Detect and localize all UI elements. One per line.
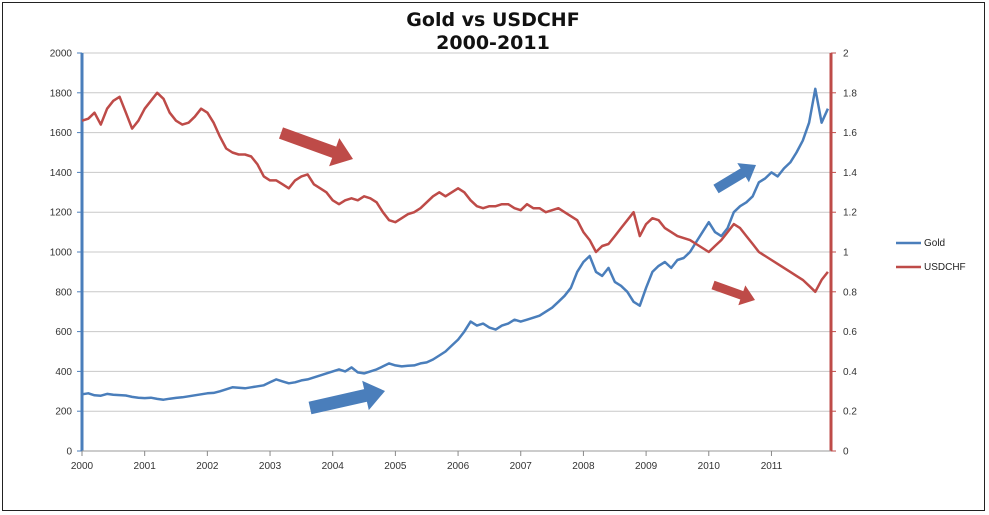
y-right-tick-label: 1.2 xyxy=(843,208,857,219)
y-left-tick-label: 1200 xyxy=(50,208,73,219)
x-tick-label: 2011 xyxy=(761,461,783,472)
y-right-tick-label: 0.8 xyxy=(843,287,857,298)
series-line-gold xyxy=(81,87,830,401)
x-tick-label: 2010 xyxy=(698,461,721,472)
x-tick-label: 2007 xyxy=(510,461,533,472)
y-right-tick-label: 1.8 xyxy=(843,88,857,99)
series-line-usdchf xyxy=(81,91,829,294)
x-tick-label: 2000 xyxy=(71,461,94,472)
y-left-tick-label: 1000 xyxy=(50,248,73,259)
up-arrow-gold-right xyxy=(713,163,756,194)
y-left-tick-label: 1600 xyxy=(50,128,73,139)
x-tick-label: 2005 xyxy=(384,461,407,472)
x-tick-label: 2004 xyxy=(322,461,345,472)
y-right-tick-label: 1 xyxy=(843,248,849,259)
legend-label-usdchf: USDCHF xyxy=(924,262,966,273)
down-arrow-usdchf-right xyxy=(711,280,755,306)
y-left-tick-label: 400 xyxy=(55,367,72,378)
legend-label-gold: Gold xyxy=(924,238,945,249)
y-right-tick-label: 1.6 xyxy=(843,128,857,139)
axes: 0 200 400 600 800 1000 1200 1400 1600 1800 2000 0 0.… xyxy=(50,49,858,473)
y-left-tick-label: 600 xyxy=(55,327,72,338)
y-right-tick-label: 0 xyxy=(843,447,849,458)
y-right-tick-label: 0.6 xyxy=(843,327,857,338)
chart-canvas: Gold vs USDCHF 2000-2011 020040060080010… xyxy=(50,9,966,473)
chart-title: Gold vs USDCHF xyxy=(406,9,579,31)
y-left-tick-label: 1800 xyxy=(50,88,73,99)
y-left-tick-label: 1400 xyxy=(50,168,73,179)
y-right-tick-label: 2 xyxy=(843,49,849,60)
x-tick-label: 2008 xyxy=(572,461,595,472)
x-tick-label: 2003 xyxy=(259,461,282,472)
y-left-tick-label: 2000 xyxy=(50,49,73,60)
y-right-tick-label: 0.4 xyxy=(843,367,857,378)
series-lines xyxy=(81,87,830,401)
y-left-tick-label: 200 xyxy=(55,407,72,418)
down-arrow-usdchf-left xyxy=(279,127,353,167)
y-right-tick-label: 1.4 xyxy=(843,168,857,179)
x-tick-label: 2006 xyxy=(447,461,470,472)
gridlines xyxy=(82,52,831,412)
chart-subtitle: 2000-2011 xyxy=(436,32,550,54)
x-tick-label: 2001 xyxy=(134,461,157,472)
y-left-tick-label: 800 xyxy=(55,287,72,298)
up-arrow-gold-left xyxy=(308,380,385,415)
y-right-tick-label: 0.2 xyxy=(843,407,857,418)
y-left-tick-label: 0 xyxy=(66,447,72,458)
x-tick-label: 2009 xyxy=(635,461,658,472)
x-tick-label: 2002 xyxy=(196,461,219,472)
legend: Gold USDCHF xyxy=(896,238,966,273)
trend-arrows xyxy=(279,127,756,415)
